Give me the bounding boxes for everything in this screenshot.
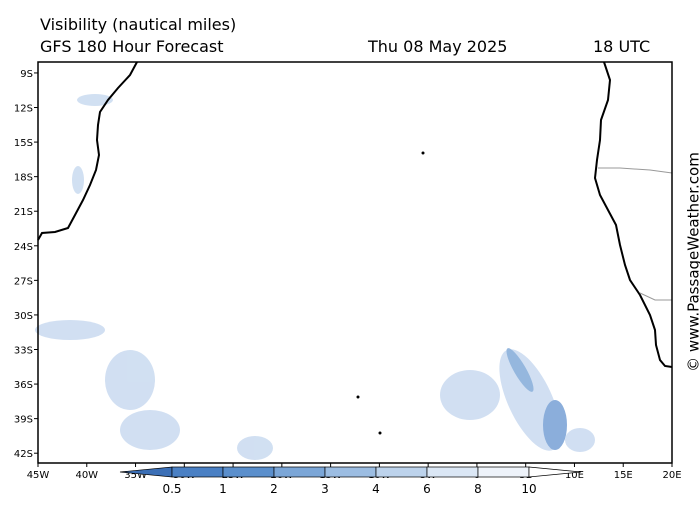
colorbar-label: 1 [219, 482, 227, 496]
colorbar-label: 3 [321, 482, 329, 496]
island [422, 152, 425, 155]
south-america-coast [38, 62, 137, 240]
fog-patch [237, 436, 273, 460]
colorbar-bin [376, 467, 427, 477]
y-tick-label: 9S [20, 69, 33, 80]
x-tick-label: 15E [614, 470, 633, 481]
y-tick-label: 27S [14, 276, 33, 287]
fog-patch [440, 370, 500, 420]
y-tick-label: 12S [14, 104, 33, 115]
border [640, 293, 672, 300]
fog-patch [105, 350, 155, 410]
x-tick-label: 40W [75, 470, 98, 481]
colorbar-label: 4 [372, 482, 380, 496]
fog-patch [72, 166, 84, 194]
border [598, 168, 672, 173]
title: Visibility (nautical miles) [40, 15, 236, 34]
x-tick-label: 45W [27, 470, 50, 481]
y-tick-label: 42S [14, 449, 33, 460]
colorbar-bin [427, 467, 478, 477]
fog-patch [565, 428, 595, 452]
y-tick-label: 30S [14, 311, 33, 322]
fog-patch [120, 410, 180, 450]
y-tick-label: 24S [14, 242, 33, 253]
colorbar-bin [478, 467, 529, 477]
y-tick-label: 18S [14, 173, 33, 184]
island [357, 396, 360, 399]
colorbar-label: 0.5 [162, 482, 181, 496]
colorbar-label: 10 [521, 482, 536, 496]
fog-patch [543, 400, 567, 450]
colorbar-bin [172, 467, 223, 477]
colorbar-label: 2 [270, 482, 278, 496]
colorbar-label: 6 [423, 482, 431, 496]
y-tick-label: 15S [14, 138, 33, 149]
borders [598, 168, 672, 300]
fog-patch [35, 320, 105, 340]
coastlines [38, 62, 672, 367]
colorbar-bin [274, 467, 325, 477]
time: 18 UTC [593, 37, 650, 56]
y-tick-label: 21S [14, 207, 33, 218]
watermark: © www.PassageWeather.com [685, 152, 700, 372]
date: Thu 08 May 2025 [367, 37, 507, 56]
x-tick-label: 20E [662, 470, 681, 481]
colorbar-bin [223, 467, 274, 477]
y-tick-label: 36S [14, 380, 33, 391]
island [379, 432, 382, 435]
islands [357, 152, 425, 435]
y-tick-label: 33S [14, 345, 33, 356]
colorbar-bin [325, 467, 376, 477]
model: GFS 180 Hour Forecast [40, 37, 224, 56]
fog-patches [35, 94, 595, 460]
africa-coast [595, 62, 672, 367]
colorbar-label: 8 [474, 482, 482, 496]
y-tick-label: 39S [14, 415, 33, 426]
